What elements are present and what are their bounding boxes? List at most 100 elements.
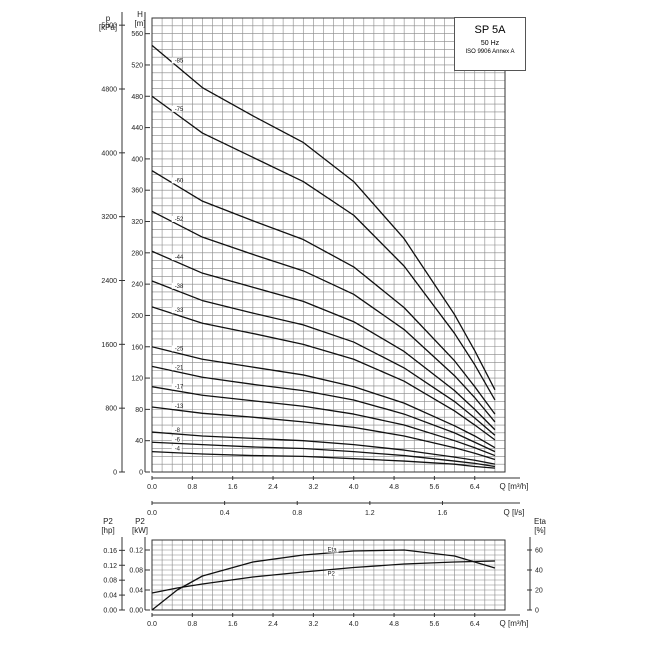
q-tick-label: 4.8 [389,484,399,491]
curve-label-17: -17 [175,385,184,391]
head-curve-17 [151,386,496,457]
curve-label-13: -13 [175,404,184,410]
eta-curve [151,549,496,611]
eta-tick-label: 20 [535,588,543,595]
h-tick-label: 160 [131,344,143,351]
h-tick-label: 560 [131,31,143,38]
head-curve-85 [151,44,496,391]
eta-tick-label: 40 [535,568,543,575]
p-tick-label: 3200 [101,214,117,221]
q-tick-label: 1.6 [228,484,238,491]
q-tick-label: 1.6 [228,621,238,628]
curve-label-38: -38 [175,284,184,290]
p2-kw-tick-label: 0.04 [129,588,143,595]
p2-kw-tick-label: 0.12 [129,548,143,555]
q-tick-label: 3.2 [309,484,319,491]
head-curve-4 [151,450,495,469]
p2-curve [151,560,495,594]
curve-label-bg [326,546,339,553]
q-ls-tick-label: 0.4 [220,510,230,517]
q-axis-title-bottom: Q [m³/h] [500,619,529,628]
standard-label: ISO 9906 Annex A [465,49,515,55]
h-axis-title: H [137,10,143,19]
curve-label-bg [171,364,182,371]
p2-hp-tick-label: 0.08 [103,578,117,585]
curve-label-60: -60 [175,178,184,184]
h-tick-label: 0 [139,470,143,477]
q-tick-label: 5.6 [430,621,440,628]
q-tick-label: 0.8 [187,484,197,491]
p2-hp-title: P2 [103,517,113,526]
head-curve-44 [151,250,496,431]
q-tick-label: 0.8 [187,621,197,628]
p2-hp-tick-label: 0.00 [103,608,117,615]
head-curve-8 [151,431,496,465]
curve-label-bg [171,445,182,452]
curve-label-bg [171,254,182,261]
p2-hp-tick-label: 0.12 [103,563,117,570]
curve-label-bg [171,282,182,289]
curve-label-bg [171,345,182,352]
eta-curve-label: Eta [328,548,338,554]
head-curve-60 [151,170,496,415]
text-layer: 0408012016020024028032036040044048052056… [99,10,547,628]
q-tick-label: 4.8 [389,621,399,628]
h-tick-label: 400 [131,156,143,163]
title-box: SP 5A 50 Hz ISO 9906 Annex A [454,17,526,71]
curve-label-6: -6 [175,437,181,443]
curve-label-bg [171,426,182,433]
h-tick-label: 280 [131,250,143,257]
q-ls-tick-label: 0.0 [147,510,157,517]
h-tick-label: 240 [131,282,143,289]
curve-label-33: -33 [175,308,184,314]
head-curve-52 [151,210,496,423]
q-axis-title: Q [m³/h] [500,482,529,491]
p2-kw-unit: [kW] [132,526,148,535]
eta-unit: [%] [534,526,546,535]
p2-hp-unit: [hp] [101,526,114,535]
q-ls-axis-title: Q [l/s] [504,508,525,517]
q-tick-label: 6.4 [470,621,480,628]
curve-label-bg [171,215,182,222]
curve-label-bg [171,307,182,314]
curve-label-21: -21 [175,365,184,371]
p-tick-label: 4000 [101,150,117,157]
p-tick-label: 5600 [101,23,117,30]
curve-label-bg [326,570,339,577]
p2-hp-tick-label: 0.16 [103,548,117,555]
curve-label-bg [171,177,182,184]
curve-label-75: -75 [175,107,184,113]
q-tick-label: 4.0 [349,621,359,628]
p2-kw-tick-label: 0.00 [129,608,143,615]
q-ls-tick-label: 1.2 [365,510,375,517]
h-tick-label: 320 [131,219,143,226]
model-title: SP 5A [474,24,506,36]
p-tick-label: 4800 [101,86,117,93]
q-tick-label: 2.4 [268,621,278,628]
curve-label-8: -8 [175,428,181,434]
q-ls-tick-label: 0.8 [292,510,302,517]
head-curve-75 [151,95,496,401]
h-tick-label: 200 [131,313,143,320]
p-tick-label: 2400 [101,278,117,285]
curve-label-bg [171,436,182,443]
eta-tick-label: 60 [535,548,543,555]
head-curve-21 [151,365,496,453]
p-tick-label: 1600 [101,342,117,349]
plot-frame [151,539,506,611]
p-tick-label: 0 [113,470,117,477]
p-axis-title: p [106,14,111,23]
p2-kw-title: P2 [135,517,145,526]
h-tick-label: 80 [135,407,143,414]
curve-label-85: -85 [175,58,184,64]
head-curve-13 [151,406,496,461]
head-curve-25 [151,346,496,449]
q-tick-label: 4.0 [349,484,359,491]
eta-title: Eta [534,517,547,526]
q-tick-label: 0.0 [147,484,157,491]
p2-hp-tick-label: 0.04 [103,593,117,600]
head-curve-33 [151,306,496,441]
plot-frame [151,17,506,473]
